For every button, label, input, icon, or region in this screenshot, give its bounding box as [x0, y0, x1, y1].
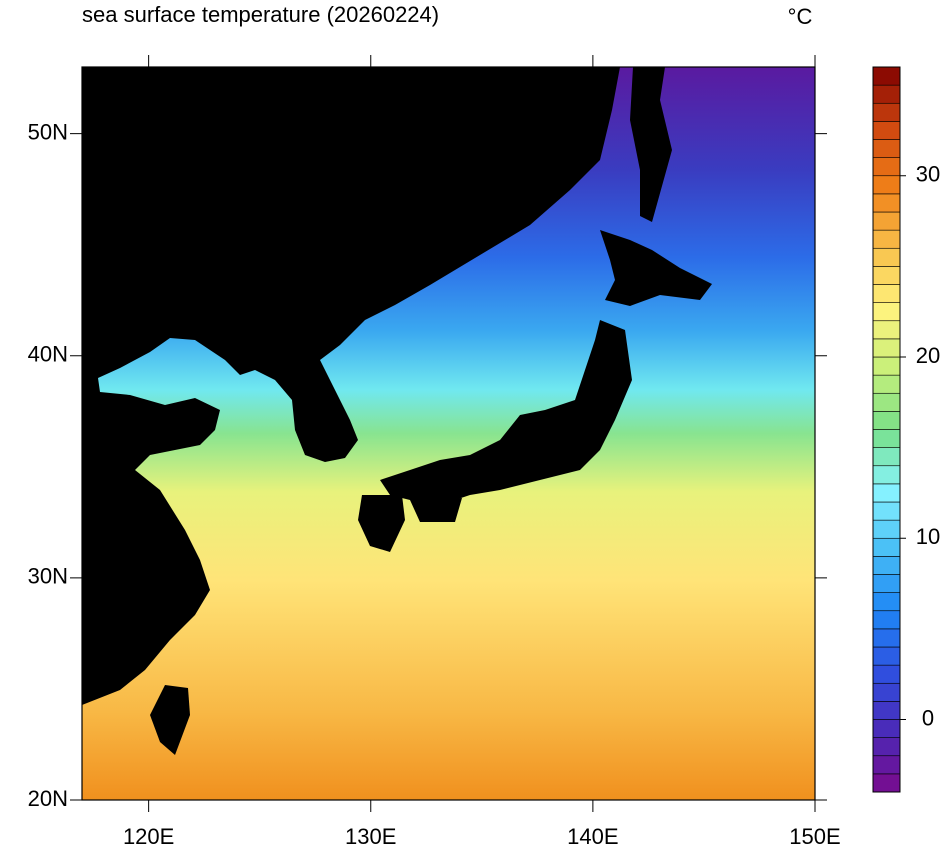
- colorbar-box: [872, 483, 901, 503]
- colorbar-box: [872, 628, 901, 648]
- colorbar-box: [872, 338, 901, 358]
- colorbar-box: [872, 356, 901, 376]
- colorbar-box: [872, 592, 901, 612]
- colorbar-tick-label: 30: [916, 162, 940, 187]
- colorbar-box: [872, 247, 901, 267]
- colorbar-box: [872, 737, 901, 757]
- colorbar-box: [872, 610, 901, 630]
- x-tick-label: 120E: [123, 824, 174, 849]
- colorbar-box: [872, 284, 901, 303]
- colorbar-box: [872, 121, 901, 140]
- colorbar-box: [872, 157, 901, 177]
- colorbar-box: [872, 537, 901, 557]
- colorbar-box: [872, 392, 901, 412]
- colorbar-box: [872, 646, 901, 666]
- y-tick-label: 40N: [28, 342, 68, 367]
- y-tick-label: 20N: [28, 786, 68, 811]
- kyushu: [358, 495, 405, 552]
- shikoku: [410, 498, 462, 522]
- colorbar-box: [872, 320, 901, 340]
- colorbar-box: [872, 574, 901, 593]
- mainland: [82, 67, 620, 705]
- x-tick-label: 130E: [345, 824, 396, 849]
- colorbar-tick-label: 20: [916, 343, 940, 368]
- axes: 120E 130E 140E 150E 20N 30N 40N 50N: [28, 55, 841, 849]
- sst-field: [82, 67, 815, 800]
- colorbar-box: [872, 501, 901, 521]
- x-tick-label: 150E: [789, 824, 840, 849]
- colorbar-box: [872, 374, 901, 394]
- y-tick-label: 30N: [28, 564, 68, 589]
- colorbar-box: [872, 755, 901, 775]
- sakhalin: [630, 67, 672, 222]
- taiwan: [150, 685, 190, 755]
- honshu: [380, 320, 632, 505]
- colorbar-frame: [872, 66, 901, 793]
- colorbar-box: [872, 556, 901, 575]
- hokkaido: [600, 230, 712, 306]
- colorbar-box: [872, 719, 901, 738]
- colorbar-box: [872, 139, 901, 158]
- land: [82, 67, 712, 755]
- colorbar: 0 10 20 30: [872, 66, 940, 793]
- y-tick-label: 50N: [28, 119, 68, 144]
- colorbar-box: [872, 465, 901, 485]
- colorbar-box: [872, 447, 901, 467]
- colorbar-box: [872, 519, 901, 539]
- colorbar-box: [872, 66, 901, 86]
- colorbar-box: [872, 773, 901, 793]
- colorbar-box: [872, 266, 901, 285]
- colorbar-box: [872, 664, 901, 684]
- colorbar-box: [872, 193, 901, 213]
- colorbar-box: [872, 84, 901, 104]
- unit: °C: [788, 4, 813, 29]
- colorbar-box: [872, 429, 901, 448]
- colorbar-box: [872, 211, 901, 231]
- colorbar-box: [872, 102, 901, 122]
- title: sea surface temperature (20260224): [82, 2, 439, 27]
- colorbar-tick-label: 0: [922, 705, 934, 730]
- plot-frame: [81, 66, 816, 801]
- colorbar-box: [872, 411, 901, 430]
- colorbar-box: [872, 302, 901, 322]
- x-tick-label: 140E: [567, 824, 618, 849]
- colorbar-tick-label: 10: [916, 524, 940, 549]
- colorbar-box: [872, 682, 901, 702]
- colorbar-box: [872, 175, 901, 195]
- colorbar-box: [872, 229, 901, 249]
- colorbar-box: [872, 701, 901, 720]
